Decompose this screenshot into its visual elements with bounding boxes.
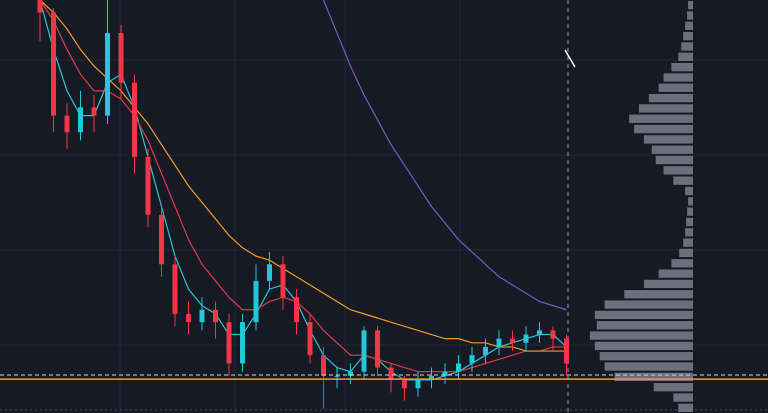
candle-body bbox=[105, 33, 110, 116]
profile-bar bbox=[594, 310, 693, 320]
profile-bar bbox=[596, 321, 693, 330]
candle-body bbox=[118, 33, 124, 83]
profile-bar bbox=[653, 383, 693, 392]
profile-bar bbox=[683, 238, 693, 247]
profile-bar bbox=[685, 228, 693, 237]
ma-line bbox=[39, 0, 567, 352]
profile-bar bbox=[629, 114, 693, 123]
cursor bbox=[564, 49, 576, 68]
profile-bar bbox=[604, 300, 693, 309]
candle-body bbox=[172, 264, 178, 314]
profile-bar bbox=[683, 31, 693, 41]
candle-body bbox=[564, 338, 569, 364]
profile-bar bbox=[643, 279, 693, 289]
candle-body bbox=[78, 107, 83, 133]
candle-body bbox=[226, 322, 232, 364]
candle-body bbox=[159, 214, 164, 265]
profile-bar bbox=[671, 259, 693, 268]
profile-bar bbox=[643, 135, 693, 144]
candle-body bbox=[415, 379, 421, 389]
candle-body bbox=[550, 330, 556, 339]
candle-body bbox=[51, 12, 56, 116]
profile-bar bbox=[687, 11, 693, 20]
candle-body bbox=[321, 355, 326, 376]
profile-bar bbox=[634, 124, 693, 134]
profile-bar bbox=[687, 207, 693, 216]
profile-bar bbox=[663, 73, 693, 82]
profile-bar bbox=[658, 83, 693, 92]
profile-bar bbox=[678, 403, 693, 412]
profile-bar bbox=[688, 197, 693, 206]
profile-bar bbox=[599, 352, 693, 361]
candle-body bbox=[348, 371, 353, 376]
candle-body bbox=[253, 280, 259, 323]
candle-body bbox=[145, 156, 151, 215]
candle-body bbox=[199, 309, 205, 323]
profile-bar bbox=[651, 145, 693, 154]
candle-body bbox=[294, 297, 299, 323]
ma-line bbox=[39, 0, 567, 373]
profile-bar bbox=[685, 186, 693, 196]
profile-bar bbox=[624, 290, 693, 299]
ma-line bbox=[39, 0, 567, 381]
profile-bar bbox=[679, 248, 693, 258]
candle-body bbox=[429, 375, 434, 380]
profile-bar bbox=[686, 217, 693, 227]
profile-bar bbox=[594, 341, 693, 351]
candle-body bbox=[132, 82, 137, 157]
candle-body bbox=[334, 375, 340, 377]
profile-bar bbox=[685, 21, 693, 30]
profile-bar bbox=[614, 372, 693, 382]
profile-bar bbox=[655, 155, 693, 165]
candle-body bbox=[375, 330, 380, 368]
profile-bar bbox=[663, 166, 693, 175]
candle-body bbox=[483, 346, 488, 356]
profile-bar bbox=[688, 1, 693, 10]
candle-body bbox=[64, 115, 70, 133]
candle-body bbox=[523, 334, 529, 343]
profile-bar bbox=[658, 269, 693, 278]
candle-body bbox=[537, 330, 542, 335]
candle-body bbox=[456, 363, 461, 372]
profile-bar bbox=[589, 331, 693, 340]
profile-bar bbox=[604, 362, 693, 371]
candle-body bbox=[37, 0, 43, 13]
candle-body bbox=[91, 107, 97, 116]
candle-body bbox=[186, 313, 191, 323]
candle-body bbox=[267, 264, 272, 281]
candle-body bbox=[402, 379, 407, 389]
candle-body bbox=[442, 371, 448, 376]
profile-bar bbox=[671, 62, 693, 72]
profile-bar bbox=[673, 393, 693, 402]
candle-body bbox=[307, 322, 313, 356]
profile-bar bbox=[648, 93, 693, 103]
ma-line bbox=[322, 0, 567, 311]
candle-body bbox=[496, 338, 502, 347]
profile-bar bbox=[678, 52, 693, 61]
candle-body bbox=[280, 264, 286, 298]
profile-bar bbox=[673, 176, 693, 185]
candle-body bbox=[213, 309, 218, 323]
candle-body bbox=[469, 355, 475, 364]
candle-body bbox=[361, 330, 367, 372]
profile-bar bbox=[681, 42, 693, 51]
candle-body bbox=[240, 322, 245, 364]
candle-body bbox=[388, 367, 394, 380]
candle-body bbox=[510, 338, 515, 343]
profile-bar bbox=[639, 104, 693, 113]
